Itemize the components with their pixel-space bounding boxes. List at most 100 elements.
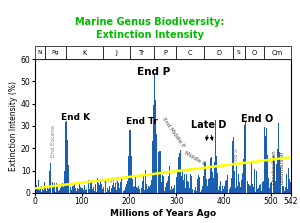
Text: O: O [252,50,257,56]
Bar [210,158,211,193]
Text: End K: End K [61,113,90,122]
Bar [179,153,180,193]
Bar [166,183,167,193]
Bar [158,152,159,193]
Bar [285,187,286,193]
Bar [62,183,63,193]
Bar [106,192,107,193]
Bar [92,189,93,193]
Bar [225,181,226,193]
Bar [83,190,84,193]
Bar [74,183,75,193]
Bar [270,183,271,193]
Bar [265,127,266,193]
Bar [66,46,103,59]
Bar [228,189,229,193]
Bar [93,187,94,193]
Bar [156,134,157,193]
Bar [139,189,140,193]
Bar [223,189,224,193]
Bar [165,187,166,193]
Bar [173,188,174,193]
Bar [150,185,151,193]
Bar [180,150,181,193]
Bar [116,190,117,193]
Text: Late D: Late D [191,120,226,130]
Bar [85,189,86,193]
Text: Middle C: Middle C [184,150,206,166]
Bar [121,177,122,193]
Bar [39,190,40,193]
Bar [154,46,176,59]
Text: N: N [38,50,42,55]
Bar [235,188,236,193]
Bar [142,181,143,193]
Bar [279,152,280,193]
Bar [54,182,55,193]
Bar [239,182,240,193]
Bar [258,188,259,193]
Bar [58,191,59,193]
Bar [240,187,241,193]
Bar [103,46,130,59]
Bar [97,178,98,193]
Bar [209,178,210,193]
Text: P: P [163,50,167,56]
Bar [40,186,41,193]
Bar [124,190,125,193]
Bar [221,191,222,193]
Bar [69,178,70,193]
Bar [181,176,182,193]
Bar [43,190,44,193]
Bar [243,159,244,193]
Bar [151,180,152,193]
Bar [203,176,204,193]
Bar [246,132,247,193]
Bar [202,186,203,193]
Bar [111,188,112,193]
Bar [288,168,289,193]
Bar [196,191,197,193]
Text: D: D [216,50,221,56]
Bar [176,177,177,193]
Bar [195,187,196,193]
Bar [91,180,92,193]
Bar [216,156,217,193]
Bar [232,141,233,193]
Text: Tr: Tr [139,50,145,56]
Bar [101,184,102,193]
Bar [44,182,45,193]
Bar [266,128,267,193]
Bar [130,46,154,59]
Bar [157,168,158,193]
Bar [176,46,204,59]
Bar [53,187,54,193]
Text: J: J [116,50,117,56]
Bar [219,186,220,193]
Bar [72,186,73,193]
Bar [34,46,45,59]
Bar [144,190,145,193]
Bar [148,186,149,193]
Bar [188,182,189,193]
Bar [183,180,184,193]
Bar [260,184,261,193]
Bar [78,189,79,193]
Bar [120,182,121,193]
Bar [133,187,134,193]
Bar [134,186,135,193]
Bar [267,155,268,193]
Bar [198,175,199,193]
Bar [79,183,80,193]
Bar [51,153,52,193]
Text: C: C [188,50,193,56]
Bar [277,149,278,193]
Bar [218,190,219,193]
Bar [175,192,176,193]
Bar [244,122,245,193]
Bar [45,186,46,193]
Bar [278,123,279,193]
Bar [264,140,265,193]
Bar [45,46,66,59]
Bar [98,183,99,193]
